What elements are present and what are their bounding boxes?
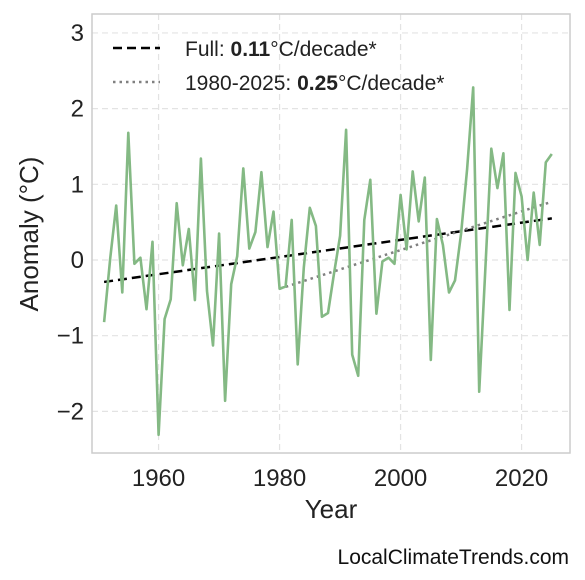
x-axis-label: Year <box>305 494 358 524</box>
y-ticks: 3 2 1 0 −1 −2 <box>57 20 84 425</box>
plot-frame <box>91 13 571 454</box>
full-trend-line <box>103 217 553 284</box>
x-tick-label: 2000 <box>374 465 427 492</box>
legend-full-label: Full: 0.11°C/decade* <box>185 38 377 61</box>
recent-trend-line <box>279 200 553 290</box>
legend-recent-label: 1980-2025: 0.25°C/decade* <box>185 72 444 95</box>
y-tick-label: −1 <box>57 323 84 350</box>
y-tick-label: 2 <box>71 96 84 123</box>
y-tick-label: 3 <box>71 20 84 47</box>
series-layer <box>102 86 553 437</box>
x-tick-label: 1960 <box>132 465 185 492</box>
anomaly-series-line <box>102 86 553 437</box>
x-tick-label: 1980 <box>253 465 306 492</box>
y-tick-label: 1 <box>71 171 84 198</box>
x-ticks: 1960 1980 2000 2020 <box>132 465 548 492</box>
y-tick-label: −2 <box>57 398 84 425</box>
trend-lines <box>103 200 553 290</box>
credit-text: LocalClimateTrends.com <box>337 546 569 569</box>
y-tick-label: 0 <box>71 247 84 274</box>
y-axis-label: Anomaly (°C) <box>14 157 44 312</box>
legend: Full: 0.11°C/decade* 1980-2025: 0.25°C/d… <box>113 38 444 95</box>
grid <box>92 14 570 453</box>
x-tick-label: 2020 <box>495 465 548 492</box>
plot-area <box>92 14 570 453</box>
